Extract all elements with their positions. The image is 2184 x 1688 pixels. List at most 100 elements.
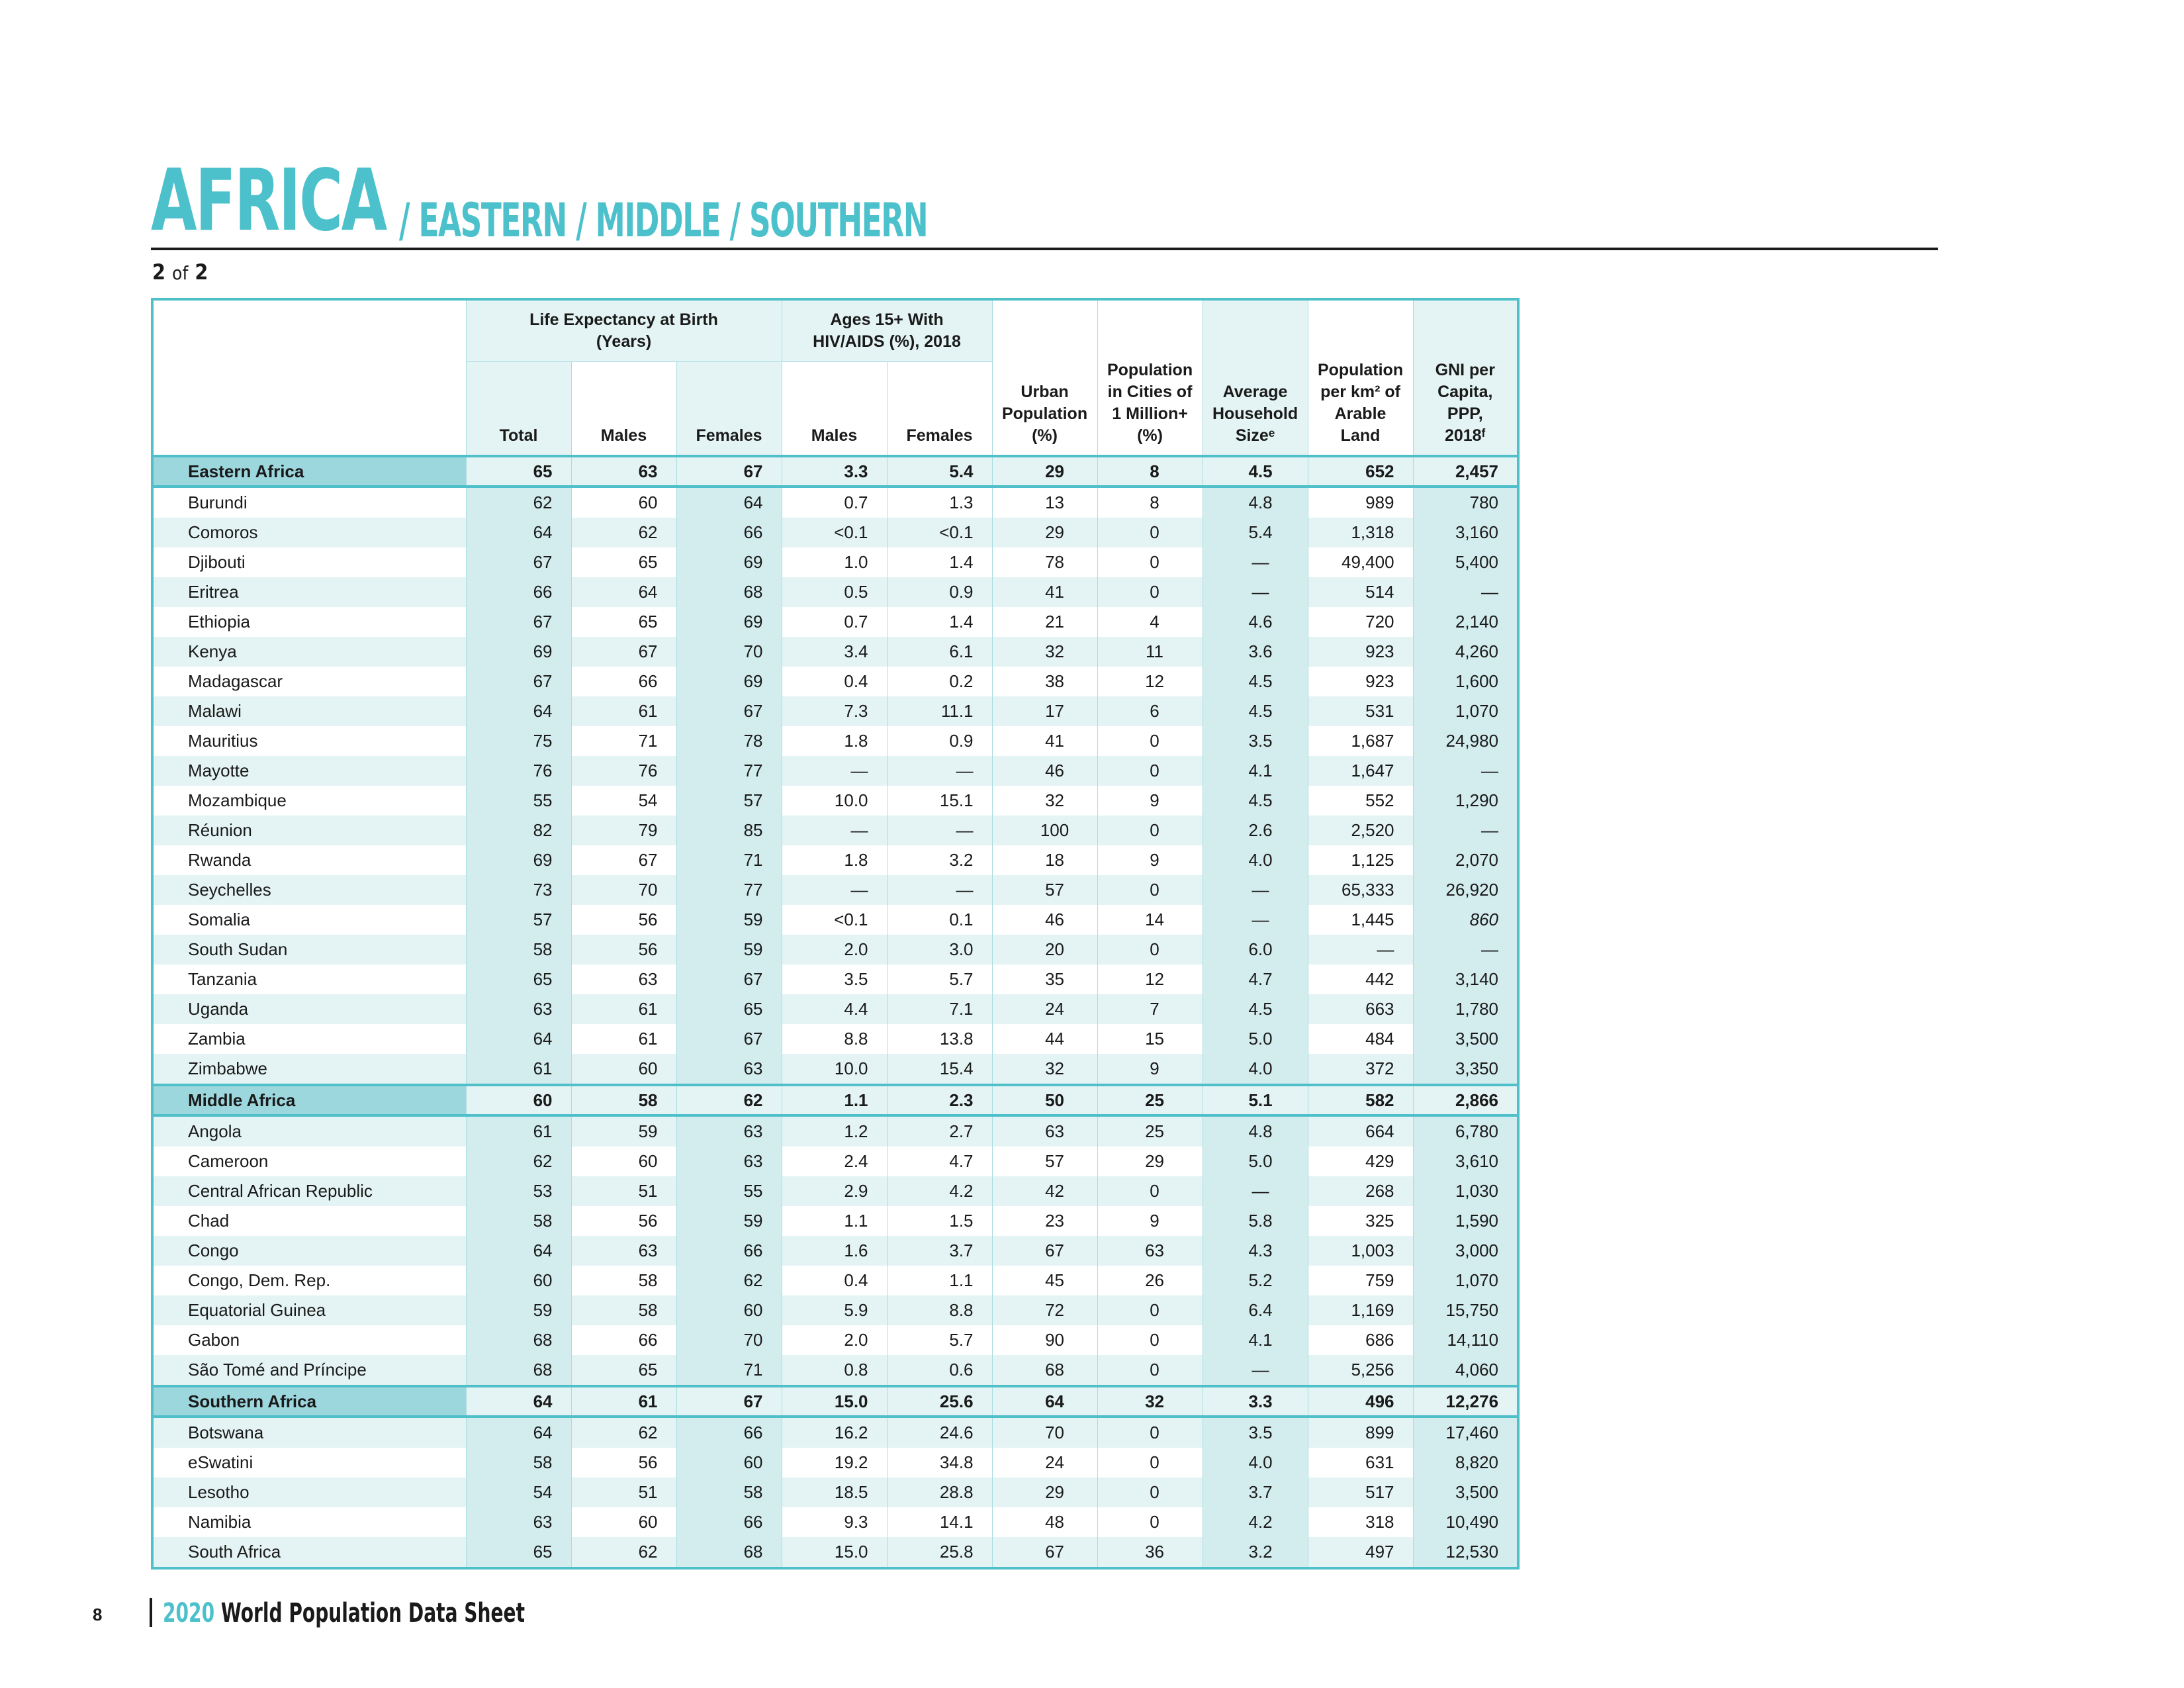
header-le-total: Total — [465, 361, 571, 457]
table-cell: 4.1 — [1202, 756, 1308, 786]
table-cell: 5.7 — [886, 1325, 993, 1355]
table-cell: 2.9 — [781, 1176, 887, 1206]
table-cell: 63 — [570, 1236, 676, 1266]
table-cell: 69 — [465, 845, 571, 875]
table-cell: 57 — [465, 905, 571, 935]
table-cell: 79 — [570, 816, 676, 845]
table-cell: 32 — [991, 1054, 1098, 1085]
table-cell: 64 — [465, 1417, 571, 1448]
table-cell: 18 — [991, 845, 1098, 875]
table-cell: 64 — [570, 577, 676, 607]
table-cell: — — [781, 756, 887, 786]
table-cell: 76 — [570, 756, 676, 786]
table-cell: 24 — [991, 994, 1098, 1024]
table-cell: 53 — [465, 1176, 571, 1206]
table-cell: — — [1412, 935, 1519, 964]
table-cell: 9 — [1097, 786, 1203, 816]
country-name: Burundi — [152, 487, 466, 518]
table-cell: 780 — [1412, 487, 1519, 518]
table-cell: 28.8 — [886, 1477, 993, 1507]
table-cell: 62 — [676, 1084, 782, 1117]
table-cell: 61 — [465, 1054, 571, 1085]
table-cell: 64 — [465, 696, 571, 726]
table-cell: 1,590 — [1412, 1206, 1519, 1236]
table-cell: 61 — [570, 1385, 676, 1418]
table-cell: <0.1 — [886, 518, 993, 547]
country-name: Central African Republic — [152, 1176, 466, 1206]
table-cell: 4.5 — [1202, 456, 1308, 488]
table-cell: 10,490 — [1412, 1507, 1519, 1537]
table-cell: — — [1202, 875, 1308, 905]
table-cell: 8.8 — [781, 1024, 887, 1054]
table-cell: 3,500 — [1412, 1024, 1519, 1054]
table-cell: 15,750 — [1412, 1295, 1519, 1325]
table-cell: 62 — [570, 518, 676, 547]
table-cell: — — [1412, 756, 1519, 786]
table-cell: 1.1 — [886, 1266, 993, 1295]
table-cell: 59 — [465, 1295, 571, 1325]
table-cell: 5.0 — [1202, 1024, 1308, 1054]
table-cell: 67 — [676, 696, 782, 726]
country-name: Comoros — [152, 518, 466, 547]
header-group-life-expectancy: Life Expectancy at Birth (Years) — [465, 299, 782, 362]
table-cell: 4.0 — [1202, 1054, 1308, 1085]
table-cell: 4.3 — [1202, 1236, 1308, 1266]
table-cell: 0.8 — [781, 1355, 887, 1386]
table-cell: 66 — [676, 1236, 782, 1266]
country-name: Seychelles — [152, 875, 466, 905]
table-cell: 899 — [1307, 1417, 1414, 1448]
table-cell: 59 — [570, 1115, 676, 1147]
table-cell: <0.1 — [781, 905, 887, 935]
table-cell: — — [1307, 935, 1414, 964]
table-cell: 5.9 — [781, 1295, 887, 1325]
table-cell: 48 — [991, 1507, 1098, 1537]
table-cell: 60 — [676, 1448, 782, 1477]
table-cell: 25 — [1097, 1115, 1203, 1147]
table-cell: 77 — [676, 875, 782, 905]
table-cell: 12,276 — [1412, 1385, 1519, 1418]
table-cell: 63 — [676, 1115, 782, 1147]
table-cell: 66 — [570, 1325, 676, 1355]
table-cell: 51 — [570, 1477, 676, 1507]
table-cell: 24 — [991, 1448, 1098, 1477]
table-cell: 0 — [1097, 1417, 1203, 1448]
table-cell: 20 — [991, 935, 1098, 964]
table-cell: 63 — [465, 1507, 571, 1537]
table-cell: 664 — [1307, 1115, 1414, 1147]
table-cell: 3.7 — [886, 1236, 993, 1266]
table-cell: 61 — [570, 994, 676, 1024]
table-cell: 66 — [676, 1417, 782, 1448]
table-row: Botswana 64 62 66 16.2 24.6 70 0 3.5 899 17,460 — [152, 1417, 1519, 1448]
table-cell: 652 — [1307, 456, 1414, 488]
country-name: South Africa — [152, 1537, 466, 1568]
table-row: Cameroon 62 60 63 2.4 4.7 57 29 5.0 429 3,610 — [152, 1147, 1519, 1176]
table-cell: 32 — [991, 786, 1098, 816]
table-cell: 1,318 — [1307, 518, 1414, 547]
table-cell: 46 — [991, 756, 1098, 786]
table-cell: 67 — [465, 607, 571, 637]
table-cell: 3.2 — [1202, 1537, 1308, 1568]
country-name: Mayotte — [152, 756, 466, 786]
table-cell: 29 — [991, 1477, 1098, 1507]
header-le-females: Females — [676, 361, 782, 457]
table-cell: 5.1 — [1202, 1084, 1308, 1117]
table-row: Madagascar 67 66 69 0.4 0.2 38 12 4.5 923 1,600 — [152, 667, 1519, 696]
table-cell: 63 — [465, 994, 571, 1024]
table-row: Eritrea 66 64 68 0.5 0.9 41 0—514— — [152, 577, 1519, 607]
country-name: Mozambique — [152, 786, 466, 816]
table-row: Mozambique 55 54 57 10.0 15.1 32 9 4.5 552 1,290 — [152, 786, 1519, 816]
table-cell: 0 — [1097, 518, 1203, 547]
table-cell: 4.2 — [886, 1176, 993, 1206]
table-cell: 64 — [465, 518, 571, 547]
country-name: Réunion — [152, 816, 466, 845]
header-hiv-females: Females — [886, 361, 993, 457]
table-cell: 57 — [676, 786, 782, 816]
table-cell: 2.0 — [781, 1325, 887, 1355]
table-cell: 59 — [676, 935, 782, 964]
table-cell: 4.8 — [1202, 1115, 1308, 1147]
header-gni: GNI per Capita, PPP, 2018ᶠ — [1412, 299, 1519, 457]
table-cell: 67 — [676, 1024, 782, 1054]
table-cell: 69 — [676, 607, 782, 637]
table-cell: 6,780 — [1412, 1115, 1519, 1147]
table-cell: 58 — [676, 1477, 782, 1507]
